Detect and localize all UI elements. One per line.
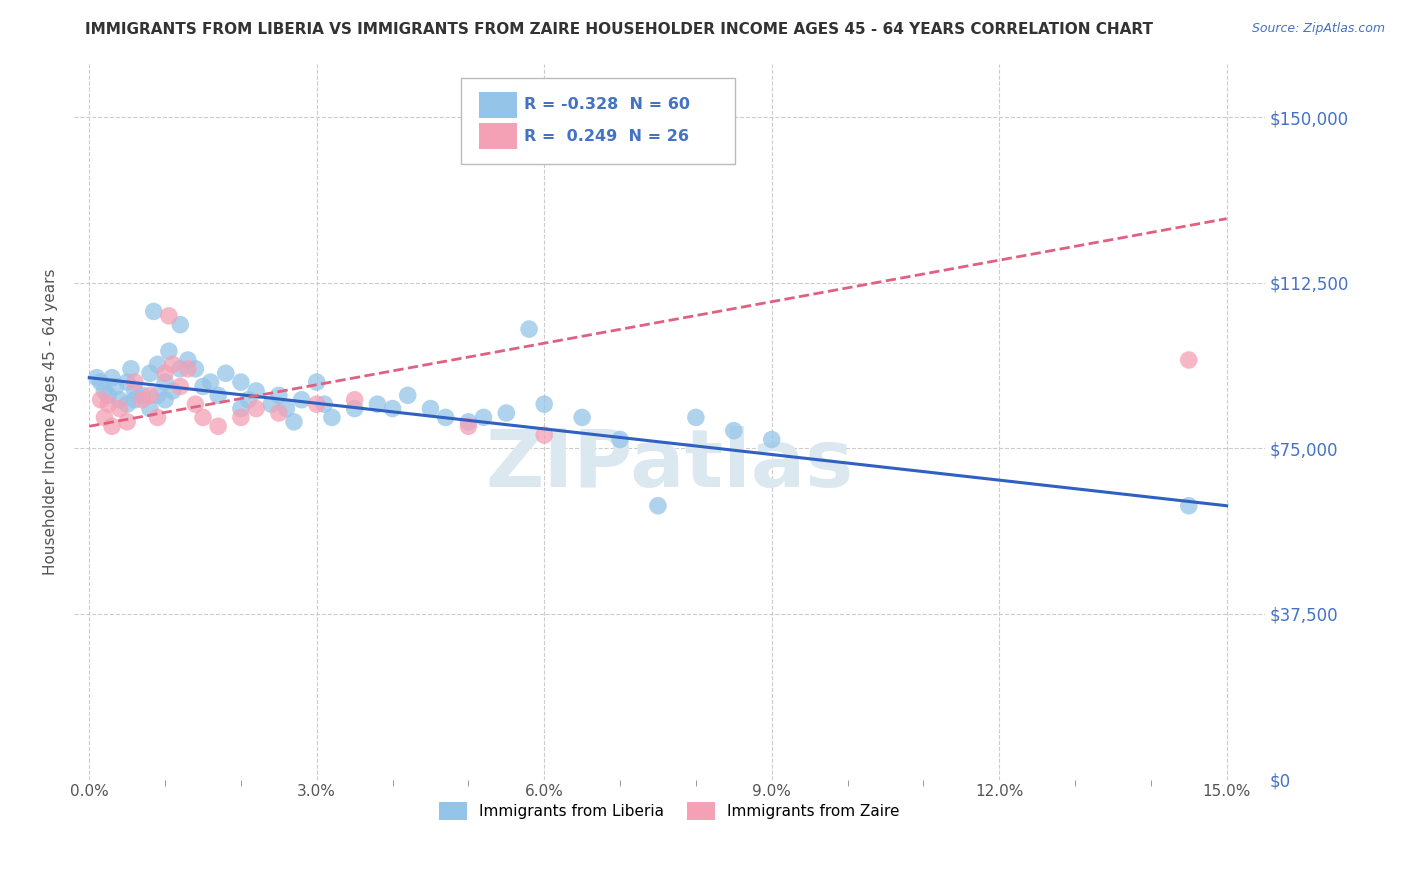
Point [207,388,229,402]
Point [685,410,707,425]
Point [124,375,146,389]
Point [472,410,495,425]
Point [157,344,180,359]
Point [108,401,131,416]
Point [396,388,419,402]
Point [533,428,555,442]
Point [305,375,328,389]
Point [1177,353,1199,368]
FancyBboxPatch shape [479,123,517,149]
Point [97,388,120,402]
Point [495,406,517,420]
Point [229,410,252,425]
FancyBboxPatch shape [461,78,735,164]
Point [207,419,229,434]
Point [647,499,669,513]
Point [283,415,305,429]
Point [321,410,343,425]
Point [184,397,207,411]
Point [146,410,169,425]
Point [314,397,336,411]
Point [153,366,176,380]
Point [191,410,214,425]
Point [457,419,479,434]
Point [120,361,142,376]
Point [115,397,138,411]
Point [139,388,162,402]
Point [533,397,555,411]
Text: R = -0.328  N = 60: R = -0.328 N = 60 [524,97,690,112]
Point [517,322,540,336]
Point [162,358,184,372]
Point [276,401,298,416]
Point [131,388,153,402]
Point [139,366,162,380]
Point [434,410,457,425]
Point [93,384,115,398]
Point [184,361,207,376]
Point [267,388,290,402]
Point [177,361,200,376]
Point [343,392,366,407]
Point [146,358,169,372]
Point [153,392,176,407]
Point [131,392,153,407]
Point [169,361,191,376]
Point [381,401,404,416]
Point [90,375,112,389]
Point [90,392,112,407]
Point [761,433,783,447]
Point [200,375,222,389]
Text: R =  0.249  N = 26: R = 0.249 N = 26 [524,128,689,144]
Point [343,401,366,416]
Point [290,392,312,407]
Point [229,401,252,416]
Point [101,370,124,384]
Point [457,415,479,429]
Point [177,353,200,368]
Point [238,392,260,407]
Point [124,392,146,407]
Point [169,379,191,393]
Point [366,397,388,411]
Point [609,433,631,447]
Point [157,309,180,323]
FancyBboxPatch shape [479,92,517,118]
Point [215,366,238,380]
Legend: Immigrants from Liberia, Immigrants from Zaire: Immigrants from Liberia, Immigrants from… [433,796,905,826]
Y-axis label: Householder Income Ages 45 - 64 years: Householder Income Ages 45 - 64 years [44,268,58,575]
Point [191,379,214,393]
Point [115,375,138,389]
Point [305,397,328,411]
Point [153,375,176,389]
Point [245,384,267,398]
Point [571,410,593,425]
Point [146,388,169,402]
Point [267,406,290,420]
Point [245,401,267,416]
Point [260,397,283,411]
Text: IMMIGRANTS FROM LIBERIA VS IMMIGRANTS FROM ZAIRE HOUSEHOLDER INCOME AGES 45 - 64: IMMIGRANTS FROM LIBERIA VS IMMIGRANTS FR… [84,22,1153,37]
Point [169,318,191,332]
Point [419,401,441,416]
Point [101,419,124,434]
Point [108,392,131,407]
Point [229,375,252,389]
Point [139,401,162,416]
Point [115,415,138,429]
Point [97,397,120,411]
Point [723,424,745,438]
Point [142,304,165,318]
Text: ZIPatlas: ZIPatlas [485,425,853,504]
Point [93,410,115,425]
Point [162,384,184,398]
Point [1177,499,1199,513]
Point [86,370,108,384]
Text: Source: ZipAtlas.com: Source: ZipAtlas.com [1251,22,1385,36]
Point [124,384,146,398]
Point [104,379,127,393]
